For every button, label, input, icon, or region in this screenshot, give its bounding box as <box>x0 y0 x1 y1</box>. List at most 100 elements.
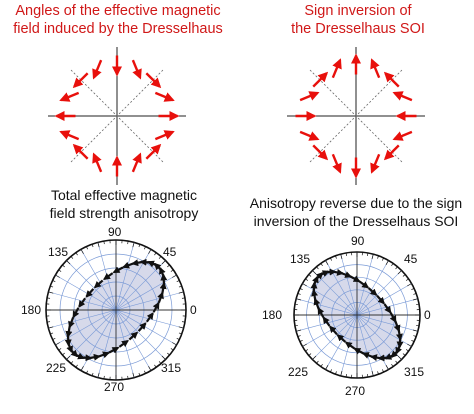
polar-tick <box>178 285 182 288</box>
angle-label-315: 315 <box>404 365 425 379</box>
polar-tick <box>48 291 54 294</box>
polar-tick <box>371 254 374 260</box>
polar-tick <box>52 280 56 283</box>
field-arrow <box>145 72 162 89</box>
angle-label-270: 270 <box>345 384 366 398</box>
polar-tick <box>62 352 65 356</box>
polar-tick <box>148 249 152 254</box>
polar-tick <box>367 252 369 256</box>
field-strength-arrow <box>78 297 87 308</box>
angle-label-225: 225 <box>46 361 67 375</box>
polar-tick <box>176 337 180 340</box>
field-arrow <box>154 91 175 102</box>
polar-tick <box>138 244 141 248</box>
angle-label-180: 180 <box>262 308 283 322</box>
field-arrow <box>392 91 413 102</box>
field-strength-arrow <box>108 346 120 354</box>
polar-tick <box>294 325 298 327</box>
panel-3-title: Total effective magnetic field strength … <box>18 186 230 222</box>
polar-tick <box>377 255 379 259</box>
polar-tick <box>299 340 303 342</box>
polar-tick <box>75 252 78 256</box>
polar-tick <box>47 297 51 299</box>
field-strength-arrow <box>98 351 110 359</box>
polar-tick <box>167 264 170 268</box>
polar-tick <box>167 352 170 356</box>
polar-tick <box>412 298 418 301</box>
polar-tick <box>367 374 369 378</box>
polar-tick <box>50 285 54 288</box>
polar-tick <box>397 355 402 360</box>
polar-tick <box>407 283 412 287</box>
polar-tick <box>158 361 162 364</box>
field-arrow <box>299 130 320 141</box>
field-strength-arrow <box>376 294 385 305</box>
field-strength-arrow <box>137 322 147 332</box>
polar-tick <box>391 363 394 367</box>
field-strength-arrow <box>389 312 397 323</box>
field-strength-arrow <box>118 339 129 348</box>
field-strength-arrow <box>344 341 356 350</box>
field-strength-arrow <box>336 334 347 343</box>
field-arrow <box>59 91 80 102</box>
polar-tick <box>411 340 415 342</box>
polar-tick <box>170 348 174 351</box>
polar-tick <box>170 269 174 272</box>
polar-tick <box>181 321 185 323</box>
polar-tick <box>148 366 152 371</box>
polar-tick <box>62 264 65 268</box>
polar-tick <box>325 260 329 265</box>
polar-tick <box>345 252 347 256</box>
field-strength-arrow <box>93 279 104 289</box>
polar-tick <box>86 370 89 374</box>
polar-tick <box>340 254 343 260</box>
field-strength-arrow <box>85 288 95 298</box>
field-arrow <box>331 58 342 79</box>
polar-tick <box>416 303 420 305</box>
polar-tick <box>320 363 323 367</box>
field-strength-arrow <box>383 303 392 314</box>
polar-tick <box>308 274 312 277</box>
polar-tick <box>345 374 347 378</box>
polar-tick <box>382 257 384 261</box>
field-arrow <box>370 58 381 79</box>
field-strength-arrow <box>103 272 114 281</box>
field-strength-arrow <box>318 270 330 277</box>
field-arrow <box>154 130 175 141</box>
field-arrow <box>370 153 381 174</box>
field-strength-arrow <box>131 259 143 267</box>
angle-label-135: 135 <box>48 245 69 259</box>
polar-tick <box>299 288 303 290</box>
field-strength-arrow <box>159 266 166 279</box>
field-strength-arrow <box>68 317 75 329</box>
polar-tick <box>75 364 78 368</box>
polar-tick <box>178 326 184 329</box>
polar-tick <box>86 246 89 250</box>
vector-diagram-inverted <box>287 47 425 185</box>
polar-tick <box>58 348 62 351</box>
polar-tick <box>377 371 379 375</box>
vector-diagram-dresselhaus <box>48 47 186 185</box>
panel-3-title-line-1: Total effective magnetic <box>50 187 198 203</box>
field-arrow <box>331 153 342 174</box>
polar-tick <box>50 332 54 335</box>
polar-tick <box>312 270 317 275</box>
polar-tick <box>395 266 398 270</box>
panel-2-title-line-1: Sign inversion of <box>304 3 412 19</box>
polar-tick <box>316 266 319 270</box>
polar-tick <box>335 371 337 375</box>
field-arrow <box>392 130 413 141</box>
panel-3-title-line-2: field strength anisotropy <box>49 205 199 221</box>
polar-tick <box>297 293 301 295</box>
panel-2-title-line-2: the Dresselhaus SOI <box>291 21 425 37</box>
polar-tick <box>158 256 162 259</box>
polar-tick <box>395 360 398 364</box>
polar-tick <box>405 278 409 281</box>
field-strength-arrow <box>145 312 154 323</box>
field-strength-arrow <box>367 287 378 296</box>
field-arrow <box>312 71 329 88</box>
polar-tick <box>302 343 307 347</box>
polar-tick <box>405 349 409 352</box>
angle-label-180: 180 <box>21 303 42 317</box>
